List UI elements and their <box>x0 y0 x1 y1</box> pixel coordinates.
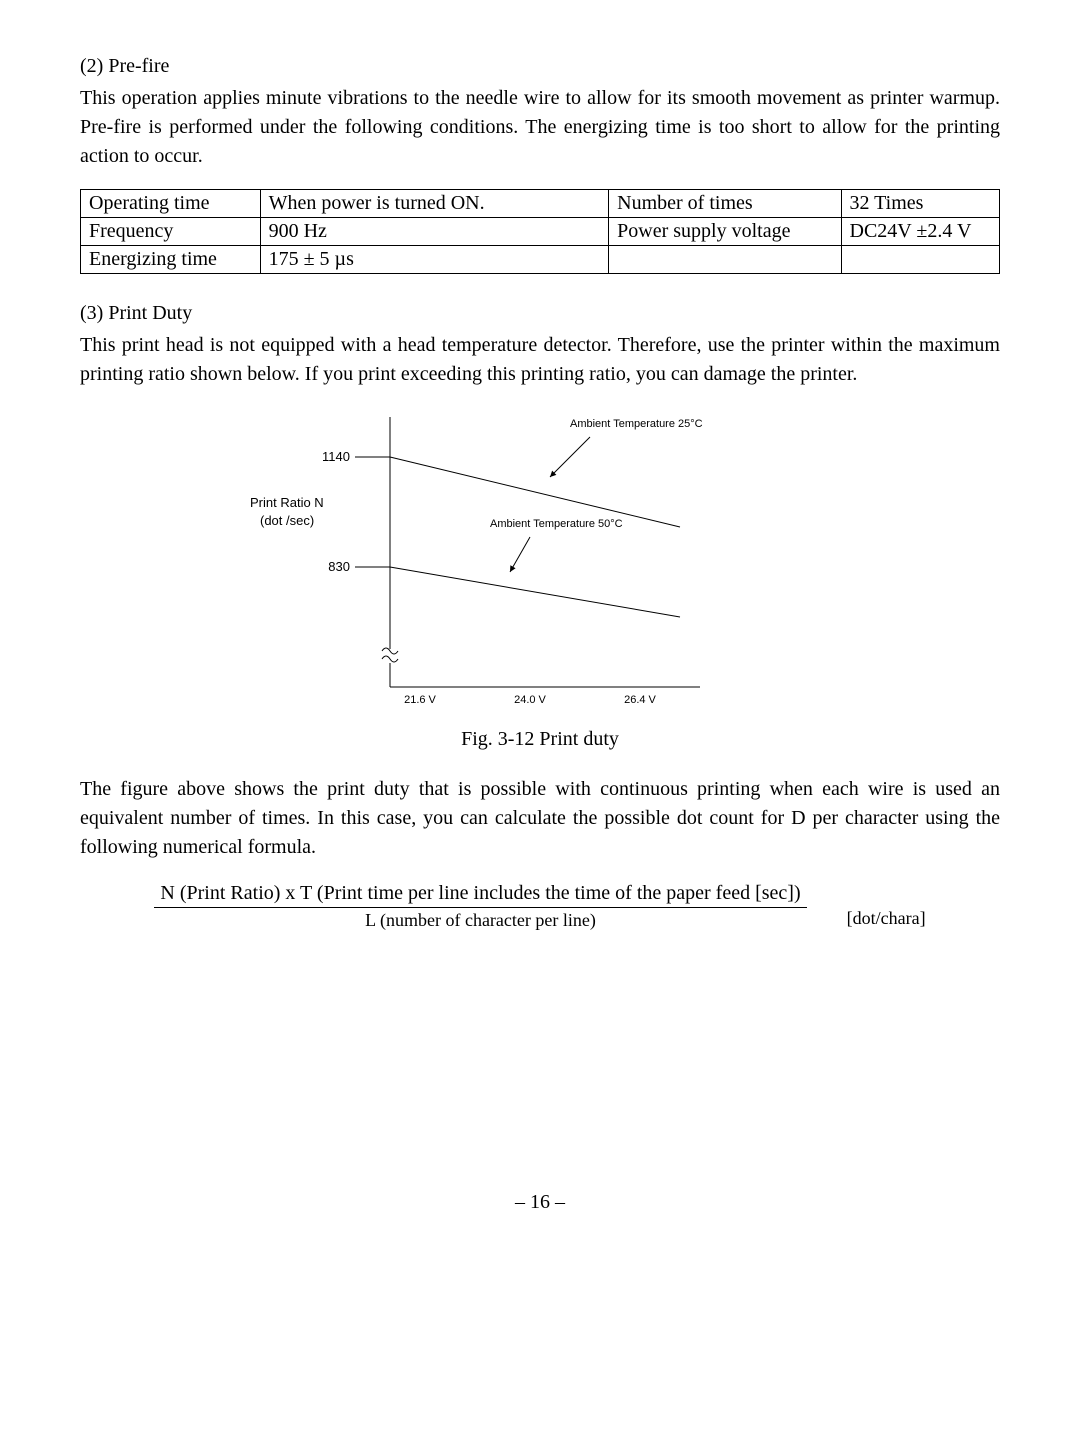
cell-power-supply-label: Power supply voltage <box>609 218 841 246</box>
figure-caption: Fig. 3-12 Print duty <box>80 728 1000 751</box>
section-3-heading: (3) Print Duty <box>80 302 1000 325</box>
svg-text:(dot /sec): (dot /sec) <box>260 513 314 528</box>
formula-numerator: N (Print Ratio) x T (Print time per line… <box>154 882 806 907</box>
table-row: Operating time When power is turned ON. … <box>81 190 1000 218</box>
formula: N (Print Ratio) x T (Print time per line… <box>80 882 1000 931</box>
svg-text:Print Ratio N: Print Ratio N <box>250 495 324 510</box>
cell-number-of-times-value: 32 Times <box>841 190 999 218</box>
cell-operating-time-label: Operating time <box>81 190 261 218</box>
cell-energizing-value: 175 ± 5 µs <box>260 246 609 274</box>
section-2-paragraph: This operation applies minute vibrations… <box>80 84 1000 171</box>
after-chart-paragraph: The figure above shows the print duty th… <box>80 775 1000 862</box>
cell-frequency-label: Frequency <box>81 218 261 246</box>
svg-text:26.4 V: 26.4 V <box>624 694 656 706</box>
cell-operating-time-value: When power is turned ON. <box>260 190 609 218</box>
formula-denominator: L (number of character per line) <box>154 907 806 931</box>
svg-text:21.6 V: 21.6 V <box>404 694 436 706</box>
section-2-heading: (2) Pre-fire <box>80 55 1000 78</box>
svg-text:Ambient Temperature 25°C: Ambient Temperature 25°C <box>570 418 703 430</box>
table-row: Frequency 900 Hz Power supply voltage DC… <box>81 218 1000 246</box>
svg-text:24.0 V: 24.0 V <box>514 694 546 706</box>
cell-number-of-times-label: Number of times <box>609 190 841 218</box>
formula-fraction: N (Print Ratio) x T (Print time per line… <box>154 882 806 931</box>
cell-frequency-value: 900 Hz <box>260 218 609 246</box>
prefire-spec-table: Operating time When power is turned ON. … <box>80 189 1000 274</box>
print-duty-chart: 1140 830 Print Ratio N (dot /sec) 21.6 V 24.0… <box>240 407 840 720</box>
svg-text:830: 830 <box>328 559 350 574</box>
svg-text:1140: 1140 <box>322 449 350 464</box>
formula-unit: [dot/chara] <box>847 908 926 931</box>
svg-text:Ambient Temperature 50°C: Ambient Temperature 50°C <box>490 518 623 530</box>
cell-empty <box>609 246 841 274</box>
section-3-paragraph: This print head is not equipped with a h… <box>80 331 1000 389</box>
chart-svg: 1140 830 Print Ratio N (dot /sec) 21.6 V 24.0… <box>240 407 840 717</box>
table-row: Energizing time 175 ± 5 µs <box>81 246 1000 274</box>
cell-energizing-label: Energizing time <box>81 246 261 274</box>
cell-empty <box>841 246 999 274</box>
cell-power-supply-value: DC24V ±2.4 V <box>841 218 999 246</box>
page-number: – 16 – <box>80 1191 1000 1214</box>
page: (2) Pre-fire This operation applies minu… <box>0 0 1080 1254</box>
